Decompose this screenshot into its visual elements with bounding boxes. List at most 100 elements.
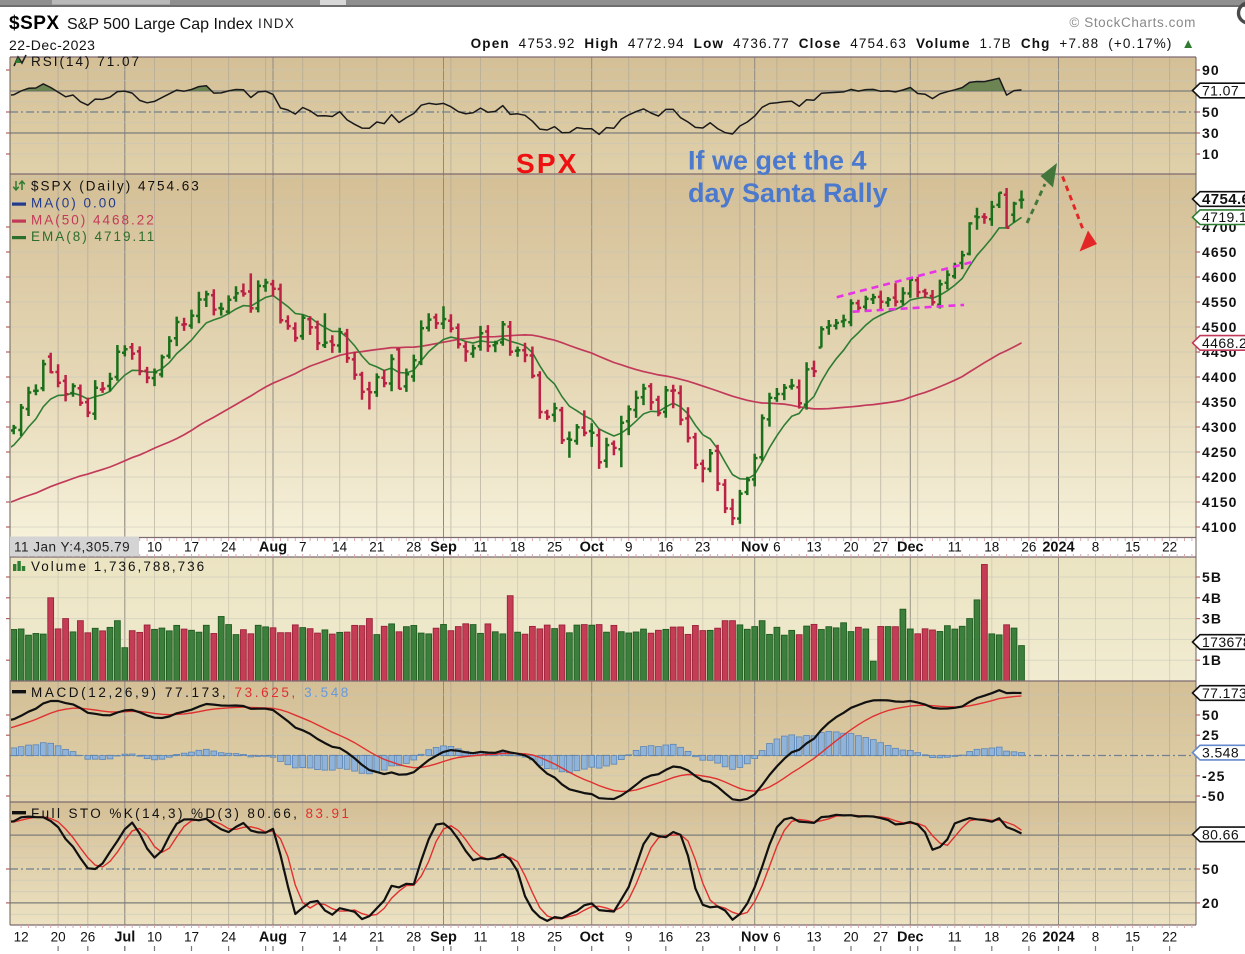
svg-text:25: 25 — [1202, 727, 1220, 743]
svg-text:Sep: Sep — [430, 930, 457, 946]
svg-text:Dec: Dec — [897, 540, 924, 556]
svg-text:3.548: 3.548 — [1202, 745, 1239, 761]
svg-text:17: 17 — [184, 540, 199, 555]
svg-text:4300: 4300 — [1202, 419, 1238, 435]
svg-text:Sep: Sep — [430, 540, 457, 556]
svg-text:30: 30 — [1202, 125, 1220, 141]
svg-text:4400: 4400 — [1202, 369, 1238, 385]
svg-text:80.66: 80.66 — [1202, 826, 1239, 842]
svg-text:28: 28 — [406, 540, 421, 555]
svg-text:4719.11: 4719.11 — [1202, 209, 1245, 225]
svg-text:10: 10 — [147, 930, 162, 945]
svg-text:9: 9 — [625, 540, 633, 555]
svg-text:INDX: INDX — [258, 16, 295, 31]
svg-text:24: 24 — [221, 540, 237, 555]
svg-text:16: 16 — [658, 540, 673, 555]
svg-text:10: 10 — [1202, 146, 1220, 162]
svg-text:11: 11 — [473, 540, 487, 555]
svg-text:Open 4753.92 High 4772.94 Low: Open 4753.92 High 4772.94 Low 4736.77 Cl… — [471, 36, 1196, 51]
svg-text:© StockCharts.com: © StockCharts.com — [1069, 15, 1196, 30]
svg-text:14: 14 — [332, 540, 348, 555]
svg-text:20: 20 — [1202, 895, 1220, 911]
svg-text:day Santa Rally: day Santa Rally — [688, 178, 888, 208]
svg-text:15: 15 — [1125, 540, 1140, 555]
svg-text:4500: 4500 — [1202, 319, 1238, 335]
svg-text:2024: 2024 — [1042, 930, 1074, 946]
svg-text:8: 8 — [1092, 930, 1100, 945]
svg-text:$SPX: $SPX — [9, 13, 60, 34]
svg-text:$SPX (Daily) 4754.63: $SPX (Daily) 4754.63 — [31, 179, 201, 194]
svg-text:2024: 2024 — [1042, 540, 1074, 556]
svg-text:8: 8 — [1092, 540, 1100, 555]
svg-text:5B: 5B — [1202, 569, 1222, 585]
svg-text:20: 20 — [843, 540, 858, 555]
svg-text:20: 20 — [51, 930, 66, 945]
svg-text:9: 9 — [625, 930, 633, 945]
svg-text:16: 16 — [658, 930, 673, 945]
svg-text:11 Jan Y:4,305.79: 11 Jan Y:4,305.79 — [14, 540, 130, 555]
svg-text:22-Dec-2023: 22-Dec-2023 — [9, 37, 95, 53]
svg-text:MA(50) 4468.22: MA(50) 4468.22 — [31, 213, 156, 228]
svg-text:50: 50 — [1202, 104, 1220, 120]
svg-text:7: 7 — [299, 540, 307, 555]
svg-text:22: 22 — [1162, 540, 1177, 555]
svg-text:4468.22: 4468.22 — [1202, 335, 1245, 351]
svg-text:Nov: Nov — [741, 540, 768, 556]
svg-text:SPX: SPX — [516, 148, 579, 179]
svg-text:11: 11 — [948, 540, 962, 555]
svg-text:4B: 4B — [1202, 590, 1222, 606]
svg-text:4250: 4250 — [1202, 444, 1238, 460]
svg-text:13: 13 — [806, 540, 821, 555]
svg-text:4754.63: 4754.63 — [1202, 191, 1245, 208]
svg-text:-25: -25 — [1202, 768, 1226, 784]
svg-text:24: 24 — [221, 930, 237, 945]
svg-text:MACD(12,26,9) 77.173, 73.625,: MACD(12,26,9) 77.173, 73.625, 3.548 — [31, 685, 351, 700]
svg-text:12: 12 — [14, 930, 29, 945]
svg-text:50: 50 — [1202, 707, 1220, 723]
svg-text:4150: 4150 — [1202, 494, 1238, 510]
svg-text:17: 17 — [184, 930, 199, 945]
svg-text:Oct: Oct — [580, 540, 604, 556]
svg-text:4100: 4100 — [1202, 519, 1238, 535]
svg-text:1736788736: 1736788736 — [1202, 634, 1245, 650]
svg-text:18: 18 — [984, 930, 999, 945]
svg-text:27: 27 — [873, 540, 888, 555]
svg-text:4550: 4550 — [1202, 294, 1238, 310]
svg-text:6: 6 — [773, 540, 781, 555]
svg-text:4650: 4650 — [1202, 244, 1238, 260]
svg-text:21: 21 — [369, 930, 384, 945]
svg-text:20: 20 — [843, 930, 858, 945]
svg-text:23: 23 — [695, 540, 710, 555]
svg-text:6: 6 — [773, 930, 781, 945]
svg-text:18: 18 — [984, 540, 999, 555]
svg-text:Volume 1,736,788,736: Volume 1,736,788,736 — [31, 559, 206, 574]
svg-text:1B: 1B — [1202, 652, 1222, 668]
svg-text:18: 18 — [510, 930, 525, 945]
svg-text:Full STO %K(14,3) %D(3) 80.66,: Full STO %K(14,3) %D(3) 80.66, 83.91 — [31, 806, 351, 821]
svg-text:4200: 4200 — [1202, 469, 1238, 485]
svg-text:11: 11 — [473, 930, 487, 945]
svg-text:50: 50 — [1202, 861, 1220, 877]
svg-text:If we get the 4: If we get the 4 — [688, 146, 867, 176]
svg-text:90: 90 — [1202, 62, 1220, 78]
svg-text:11: 11 — [948, 930, 962, 945]
svg-text:RSI(14) 71.07: RSI(14) 71.07 — [31, 54, 141, 69]
svg-text:MA(0) 0.00: MA(0) 0.00 — [31, 196, 118, 211]
svg-text:10: 10 — [147, 540, 162, 555]
svg-text:S&P 500 Large Cap Index: S&P 500 Large Cap Index — [67, 16, 253, 33]
svg-text:4600: 4600 — [1202, 269, 1238, 285]
svg-text:71.07: 71.07 — [1202, 82, 1239, 98]
svg-text:21: 21 — [369, 540, 384, 555]
svg-text:26: 26 — [1021, 540, 1036, 555]
svg-text:23: 23 — [695, 930, 710, 945]
svg-text:Aug: Aug — [259, 540, 287, 556]
svg-text:26: 26 — [1021, 930, 1036, 945]
svg-text:77.173: 77.173 — [1202, 685, 1245, 701]
svg-text:Nov: Nov — [741, 930, 768, 946]
svg-text:28: 28 — [406, 930, 421, 945]
svg-text:25: 25 — [547, 930, 562, 945]
svg-text:14: 14 — [332, 930, 348, 945]
svg-text:18: 18 — [510, 540, 525, 555]
svg-text:EMA(8) 4719.11: EMA(8) 4719.11 — [31, 229, 156, 244]
svg-text:Aug: Aug — [259, 930, 287, 946]
